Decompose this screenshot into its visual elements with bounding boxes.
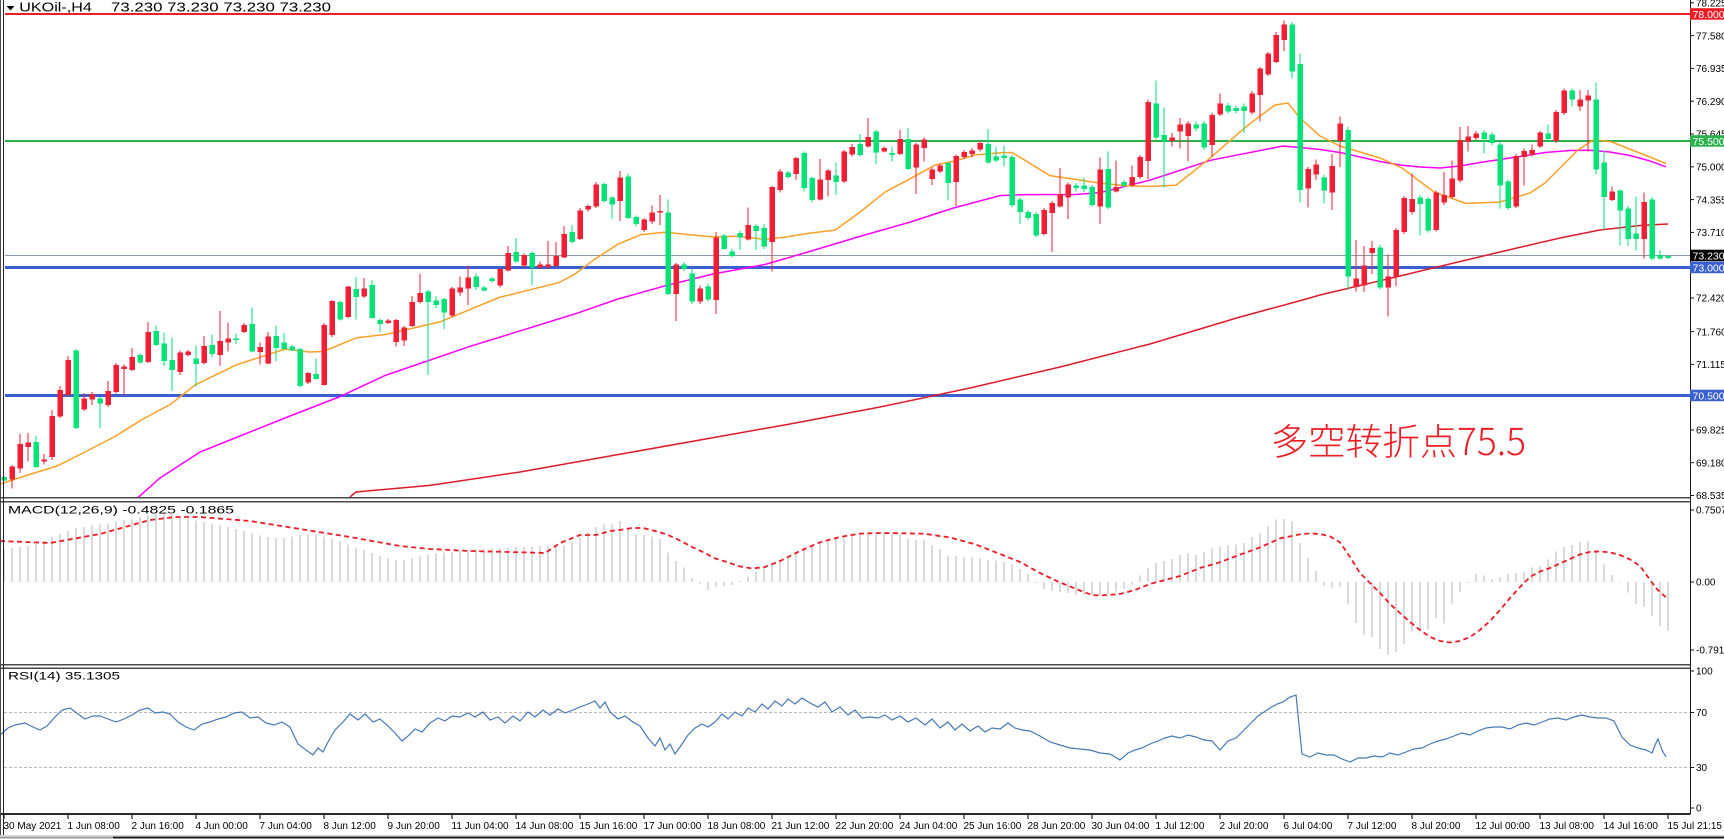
svg-text:68.535: 68.535 [1696, 491, 1724, 502]
svg-text:25 Jun 16:00: 25 Jun 16:00 [964, 821, 1022, 832]
svg-text:1 Jul 12:00: 1 Jul 12:00 [1156, 821, 1205, 832]
svg-text:24 Jun 04:00: 24 Jun 04:00 [900, 821, 958, 832]
svg-text:UKOil-,H4: UKOil-,H4 [19, 1, 92, 15]
svg-text:71.760: 71.760 [1696, 327, 1724, 338]
svg-text:-0.7918: -0.7918 [1696, 646, 1724, 657]
svg-text:100: 100 [1696, 667, 1713, 678]
svg-text:1 Jun 08:00: 1 Jun 08:00 [68, 821, 121, 832]
svg-text:70.500: 70.500 [1693, 390, 1724, 402]
svg-text:4 Jun 00:00: 4 Jun 00:00 [196, 821, 249, 832]
svg-text:22 Jun 20:00: 22 Jun 20:00 [836, 821, 894, 832]
svg-text:73.230 73.230 73.230 73.230: 73.230 73.230 73.230 73.230 [111, 1, 331, 15]
svg-text:69.180: 69.180 [1696, 458, 1724, 469]
svg-text:21 Jun 12:00: 21 Jun 12:00 [772, 821, 830, 832]
svg-text:70: 70 [1696, 708, 1708, 719]
svg-text:2 Jul 20:00: 2 Jul 20:00 [1220, 821, 1269, 832]
svg-text:8 Jun 12:00: 8 Jun 12:00 [324, 821, 377, 832]
svg-text:76.290: 76.290 [1696, 97, 1724, 108]
svg-text:12 Jul 00:00: 12 Jul 00:00 [1476, 821, 1531, 832]
svg-text:9 Jun 20:00: 9 Jun 20:00 [388, 821, 441, 832]
svg-text:0.00: 0.00 [1696, 578, 1716, 589]
svg-text:2 Jun 16:00: 2 Jun 16:00 [132, 821, 185, 832]
svg-text:30 Jun 04:00: 30 Jun 04:00 [1092, 821, 1150, 832]
svg-text:13 Jul 08:00: 13 Jul 08:00 [1540, 821, 1595, 832]
svg-text:73.230: 73.230 [1693, 250, 1724, 262]
svg-text:73.000: 73.000 [1693, 262, 1724, 274]
svg-text:0.7507: 0.7507 [1696, 506, 1724, 517]
svg-text:MACD(12,26,9) -0.4825 -0.1865: MACD(12,26,9) -0.4825 -0.1865 [8, 505, 234, 517]
svg-text:15 Jul 21:15: 15 Jul 21:15 [1668, 821, 1723, 832]
svg-text:RSI(14) 35.1305: RSI(14) 35.1305 [8, 671, 120, 683]
svg-text:73.710: 73.710 [1696, 228, 1724, 239]
svg-text:71.115: 71.115 [1696, 360, 1724, 371]
svg-text:7 Jul 12:00: 7 Jul 12:00 [1348, 821, 1397, 832]
svg-text:8 Jul 20:00: 8 Jul 20:00 [1412, 821, 1461, 832]
svg-text:76.935: 76.935 [1696, 64, 1724, 75]
svg-text:75.500: 75.500 [1693, 136, 1724, 148]
svg-text:75.000: 75.000 [1696, 163, 1724, 174]
svg-text:28 Jun 20:00: 28 Jun 20:00 [1028, 821, 1086, 832]
svg-text:7 Jun 04:00: 7 Jun 04:00 [260, 821, 313, 832]
svg-text:69.825: 69.825 [1696, 426, 1724, 437]
svg-text:15 Jun 16:00: 15 Jun 16:00 [580, 821, 638, 832]
svg-text:78.000: 78.000 [1693, 9, 1724, 21]
svg-text:18 Jun 08:00: 18 Jun 08:00 [708, 821, 766, 832]
svg-text:14 Jun 08:00: 14 Jun 08:00 [516, 821, 574, 832]
svg-text:17 Jun 00:00: 17 Jun 00:00 [644, 821, 702, 832]
svg-text:72.420: 72.420 [1696, 294, 1724, 305]
svg-text:11 Jun 04:00: 11 Jun 04:00 [452, 821, 510, 832]
svg-text:77.580: 77.580 [1696, 31, 1724, 42]
svg-text:6 Jul 04:00: 6 Jul 04:00 [1284, 821, 1333, 832]
svg-text:30: 30 [1696, 763, 1708, 774]
svg-text:30 May 2021: 30 May 2021 [4, 821, 62, 832]
svg-text:0: 0 [1696, 804, 1702, 815]
svg-text:78.225: 78.225 [1696, 0, 1724, 10]
svg-text:74.355: 74.355 [1696, 195, 1724, 206]
svg-text:14 Jul 16:00: 14 Jul 16:00 [1604, 821, 1659, 832]
